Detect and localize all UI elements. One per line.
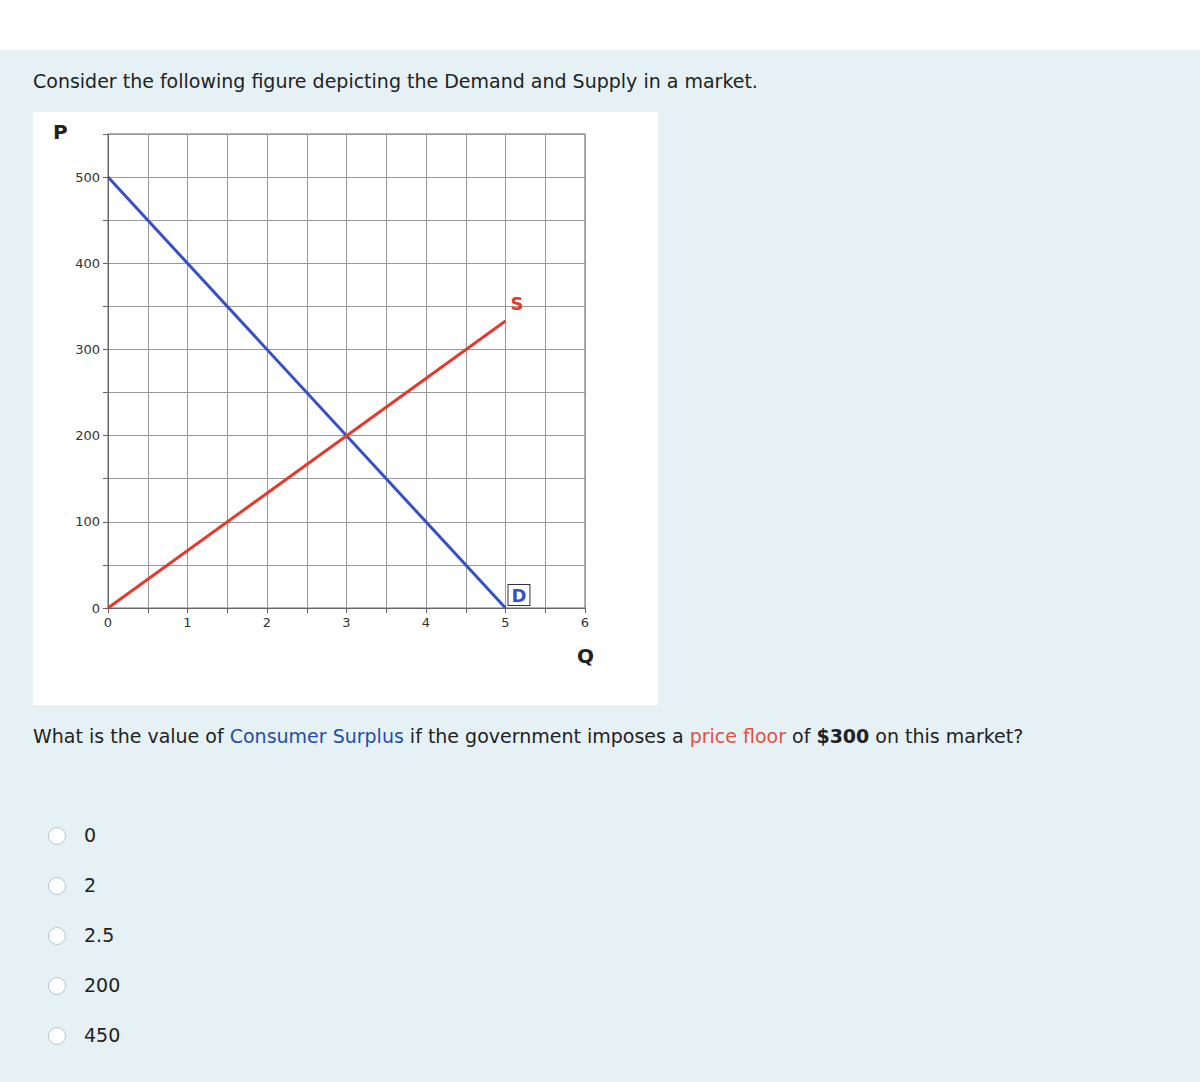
- svg-text:500: 500: [75, 170, 100, 185]
- html-text:2.5: 2.5: [84, 924, 115, 946]
- svg-text:6: 6: [581, 615, 589, 630]
- svg-text:Q: Q: [577, 644, 594, 668]
- html-text:200: 200: [84, 974, 121, 996]
- svg-text:200: 200: [75, 428, 100, 443]
- svg-text:0: 0: [92, 601, 100, 616]
- svg-text:4: 4: [422, 615, 430, 630]
- svg-text:S: S: [511, 293, 524, 314]
- svg-text:D: D: [512, 585, 527, 606]
- svg-text:3: 3: [342, 615, 350, 630]
- html-text:Consider the following figure: Consider the following figure depicting …: [33, 70, 758, 92]
- svg-text:5: 5: [501, 615, 509, 630]
- svg-text:300: 300: [75, 342, 100, 357]
- svg-text:400: 400: [75, 256, 100, 271]
- svg-text:1: 1: [183, 615, 191, 630]
- html-text:450: 450: [84, 1024, 121, 1046]
- html-text:0: 0: [84, 824, 97, 846]
- svg-text:2: 2: [263, 615, 271, 630]
- html-text:What is the value of Consumer: What is the value of Consumer Surplus if…: [33, 725, 1024, 747]
- svg-text:0: 0: [104, 615, 112, 630]
- html-text:2: 2: [84, 874, 97, 896]
- svg-text:100: 100: [75, 514, 100, 529]
- svg-text:P: P: [53, 120, 68, 144]
